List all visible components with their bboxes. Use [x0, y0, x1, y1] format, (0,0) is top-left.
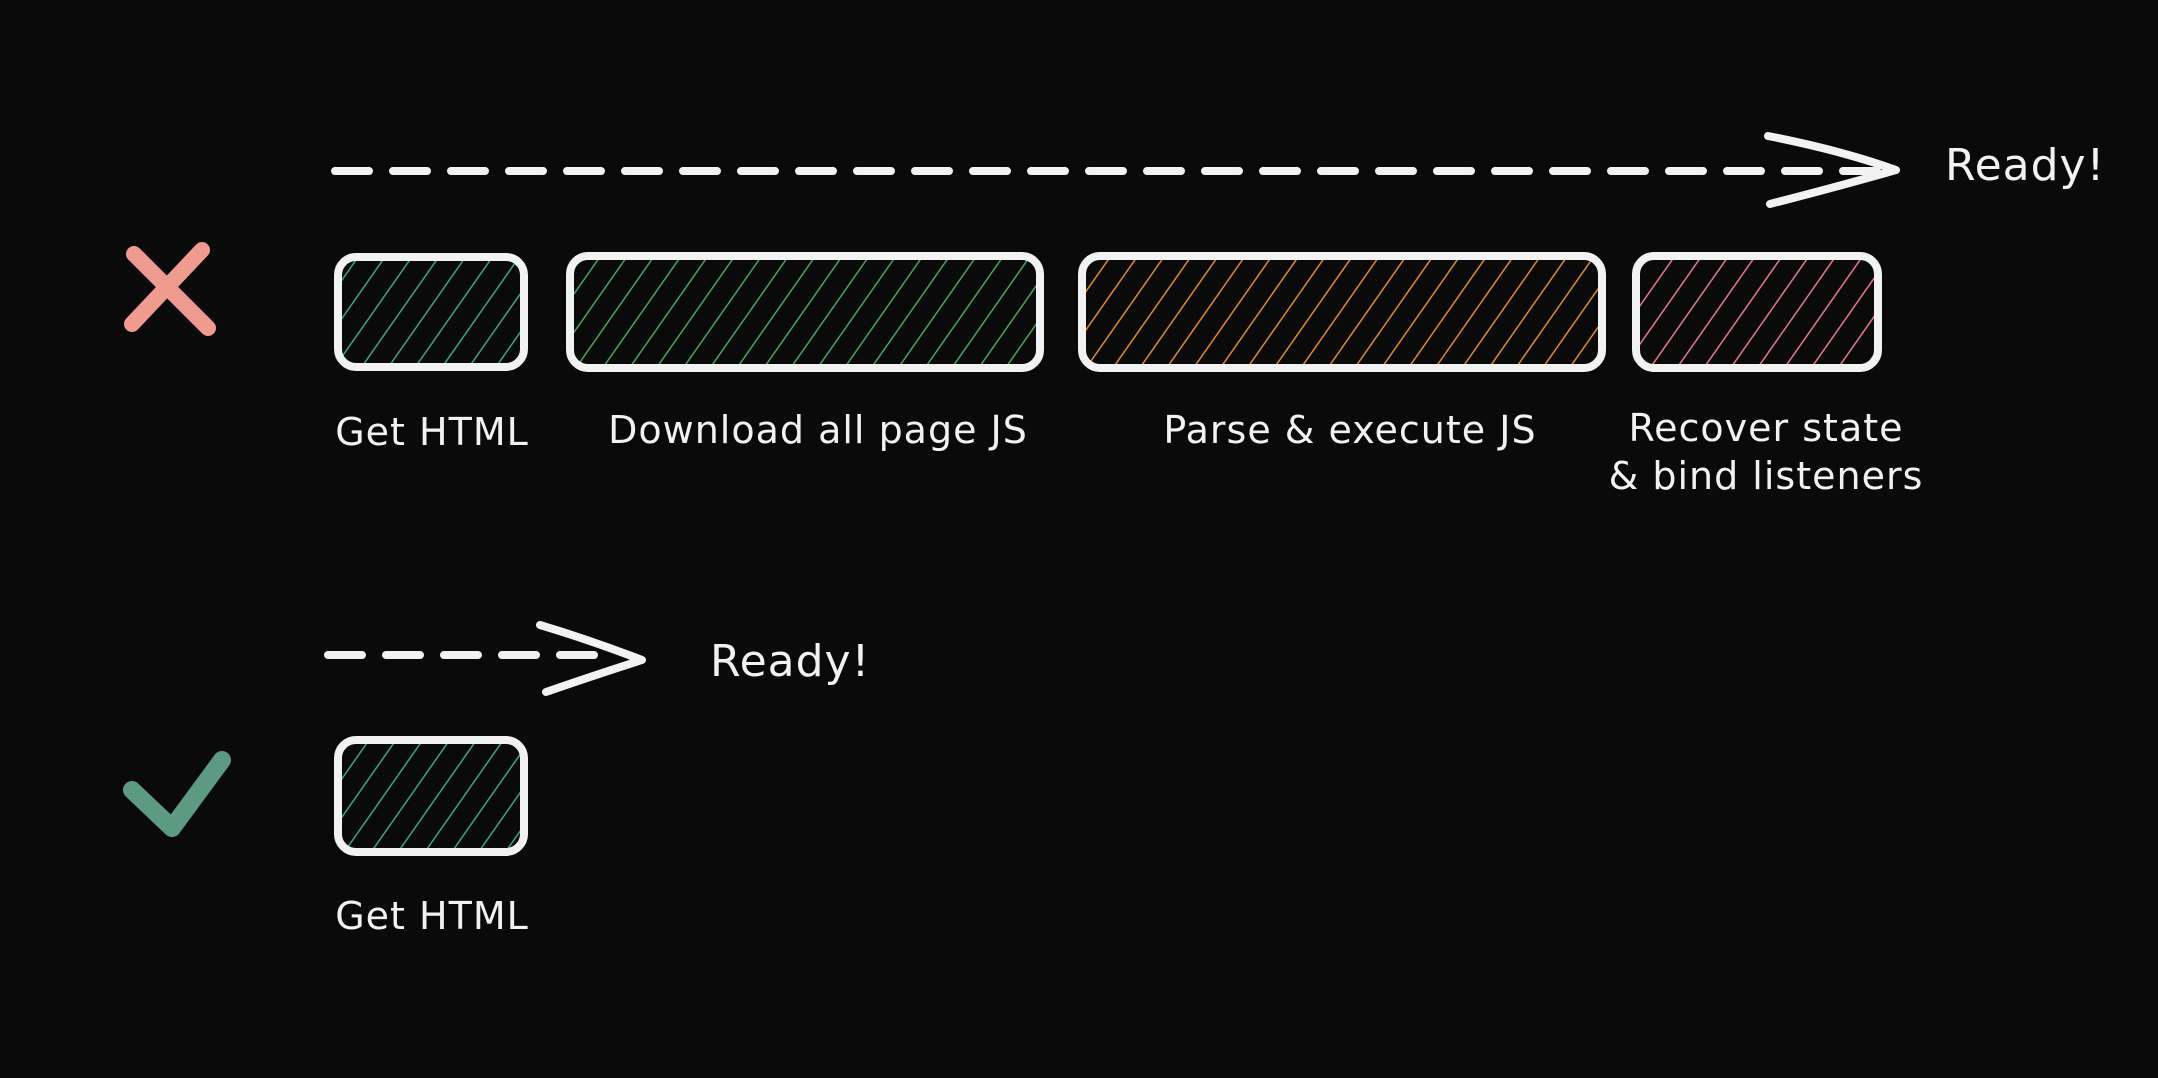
- step-box-recover-state: [1632, 252, 1882, 372]
- step-box-get-html: [334, 253, 528, 371]
- step-label-download-js: Download all page JS: [608, 408, 1028, 452]
- step-label-get-html: Get HTML: [335, 410, 529, 454]
- fast-ready-label: Ready!: [710, 636, 871, 687]
- step-label-parse-execute-js: Parse & execute JS: [1163, 408, 1537, 452]
- cross-icon: [124, 242, 216, 336]
- step-box-parse-execute-js: [1078, 252, 1606, 372]
- slow-ready-label: Ready!: [1945, 140, 2106, 191]
- fast-step-label-get-html: Get HTML: [335, 894, 529, 938]
- fast-timeline-arrow: [324, 621, 646, 696]
- slow-timeline-arrow: [331, 132, 1900, 208]
- step-label-recover-state: Recover state & bind listeners: [1608, 406, 1924, 498]
- fast-step-box-get-html: [334, 736, 528, 856]
- checkmark-icon: [123, 751, 231, 837]
- step-box-download-js: [566, 252, 1044, 372]
